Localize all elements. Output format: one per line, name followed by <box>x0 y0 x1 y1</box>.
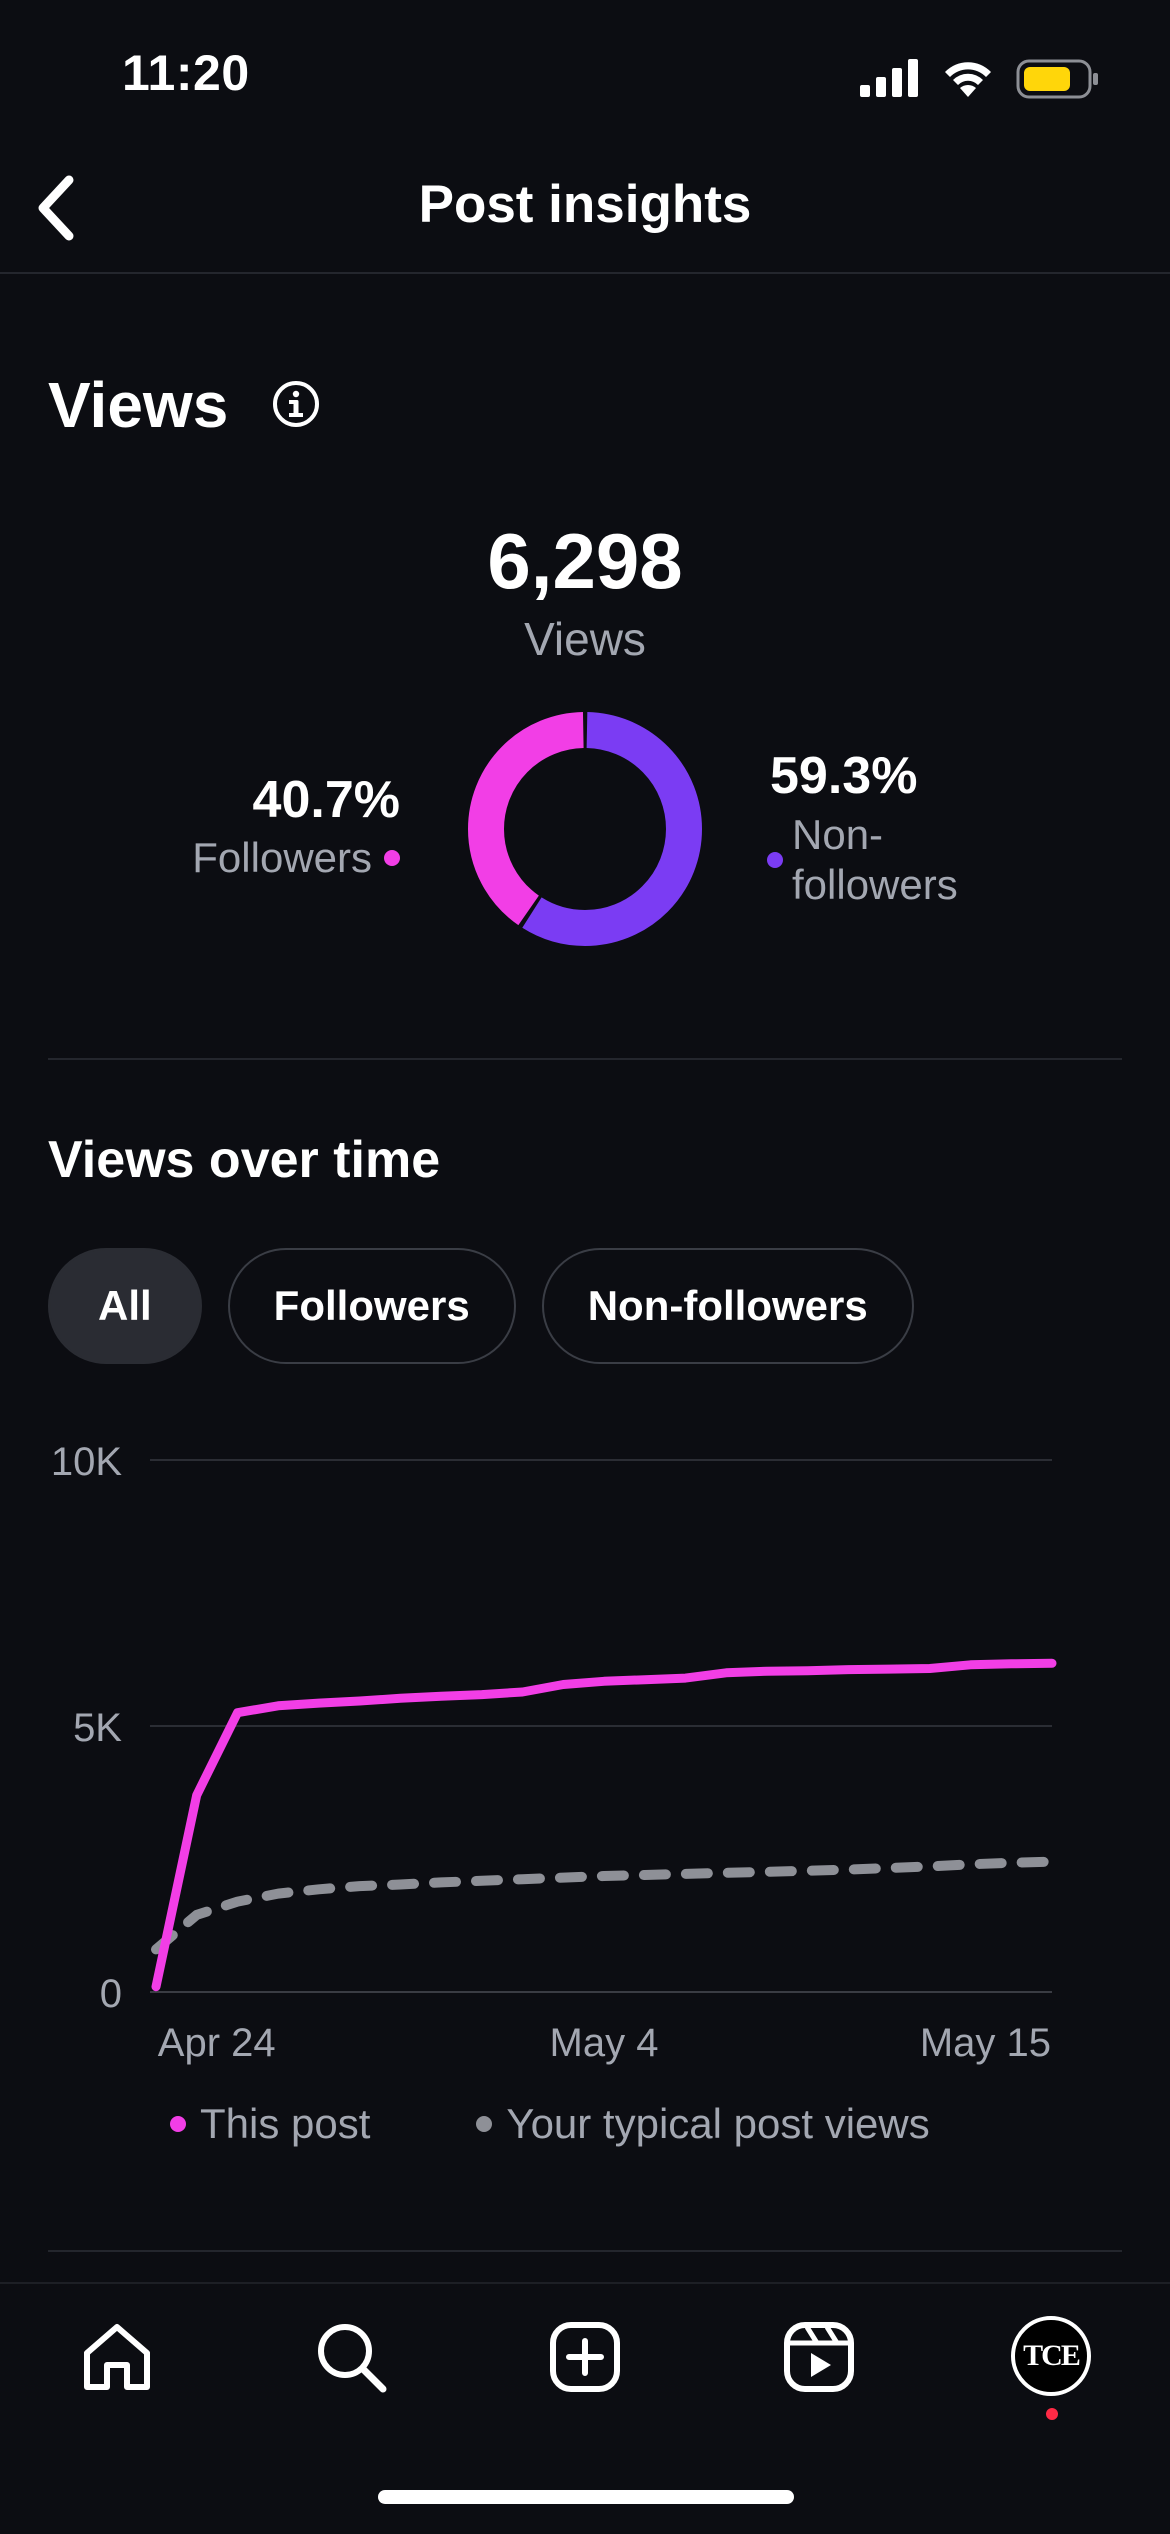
tab-create[interactable] <box>540 2312 630 2402</box>
x-tick-label: Apr 24 <box>158 2021 276 2065</box>
filter-followers-pill[interactable]: Followers <box>227 1248 516 1364</box>
followers-label-row: Followers <box>192 834 400 882</box>
x-tick-label: May 15 <box>920 2021 1051 2065</box>
home-icon <box>84 2324 150 2390</box>
legend-typical-dot <box>476 2116 493 2132</box>
nonfollowers-label-line2: followers <box>792 861 958 908</box>
filter-all-pill[interactable]: All <box>48 1248 202 1364</box>
x-tick-label: May 4 <box>550 2021 659 2065</box>
y-tick-label: 10K <box>51 1440 122 1484</box>
total-views-label: Views <box>524 613 646 665</box>
chart-legend: This post Your typical post views <box>170 2100 930 2148</box>
page-title: Post insights <box>418 175 752 234</box>
followers-label: Followers <box>192 834 372 881</box>
back-button[interactable] <box>20 168 90 248</box>
section-divider-bottom <box>48 2250 1122 2252</box>
series-line-this-post <box>151 1658 1057 1992</box>
tab-reels[interactable] <box>774 2312 864 2402</box>
notification-dot <box>1046 2408 1058 2420</box>
followers-percentage: 40.7% <box>252 771 400 829</box>
nonfollowers-dot <box>767 852 783 868</box>
reels-icon <box>784 2322 854 2392</box>
filter-nonfollowers-pill[interactable]: Non-followers <box>541 1248 914 1364</box>
legend-item-this-post: This post <box>170 2100 370 2148</box>
donut-segment-followers <box>468 712 702 946</box>
cellular-signal-icon <box>860 59 918 97</box>
audience-filter-group: All Followers Non-followers <box>48 1248 914 1364</box>
views-heading: Views <box>48 369 229 441</box>
info-icon[interactable] <box>270 378 322 430</box>
nonfollowers-label: Non- followers <box>792 810 1022 910</box>
views-over-time-heading: Views over time <box>48 1131 441 1189</box>
series-line-typical-post-views <box>151 1856 1057 1955</box>
legend-typical-label: Your typical post views <box>506 2100 930 2147</box>
legend-this-post-label: This post <box>200 2100 371 2147</box>
y-tick-label: 5K <box>73 1706 122 1750</box>
tab-profile-avatar[interactable]: TCE <box>1011 2316 1091 2396</box>
search-icon <box>318 2324 387 2393</box>
plus-square-icon <box>550 2322 620 2392</box>
chevron-left-icon <box>38 175 74 241</box>
battery-icon <box>1016 59 1098 99</box>
followers-dot <box>384 850 400 866</box>
nonfollowers-percentage: 59.3% <box>770 747 918 805</box>
nonfollowers-label-line1: Non- <box>792 811 884 858</box>
legend-item-typical: Your typical post views <box>476 2100 930 2148</box>
legend-this-post-dot <box>170 2116 186 2132</box>
views-donut-chart <box>468 712 702 946</box>
home-indicator <box>378 2490 794 2504</box>
header-divider <box>0 272 1170 274</box>
section-divider <box>48 1058 1122 1060</box>
total-views-value: 6,298 <box>487 517 683 605</box>
status-time: 11:20 <box>122 45 250 101</box>
status-icons <box>860 54 1100 104</box>
views-over-time-chart: 10K 5K 0 Apr 24 May 4 May 15 <box>51 1440 1057 2065</box>
wifi-icon <box>945 62 991 97</box>
y-tick-label: 0 <box>100 1972 122 2016</box>
tab-home[interactable] <box>72 2312 162 2402</box>
donut-segment-nonfollowers <box>468 712 702 946</box>
tab-search[interactable] <box>306 2312 396 2402</box>
